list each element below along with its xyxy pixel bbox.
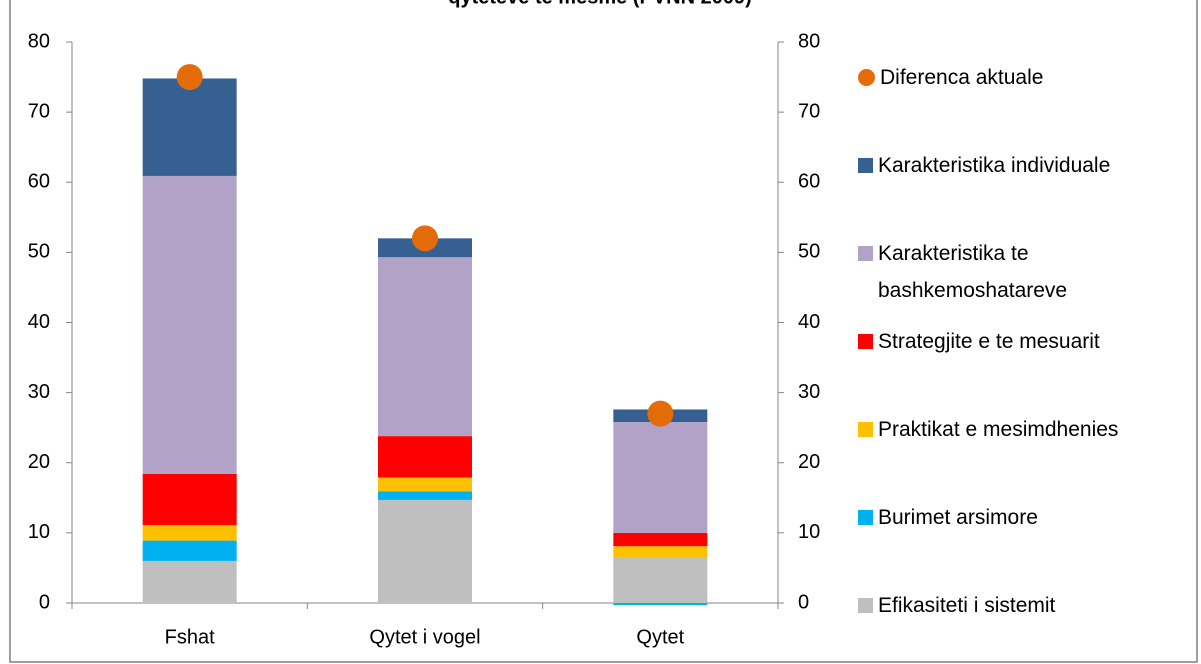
bar-segment: [142, 540, 237, 561]
bar-segment: [378, 499, 472, 603]
bar-segment: [613, 603, 708, 606]
bar-segment: [378, 477, 472, 492]
y-tick-label: 10: [28, 521, 50, 543]
bar-segment: [613, 546, 708, 558]
x-tick-label: Qytet: [636, 626, 684, 648]
y2-tick-label: 70: [798, 100, 820, 122]
legend-label: Diferenca aktuale: [880, 66, 1044, 89]
legend-item: Diferenca aktuale: [858, 59, 1188, 96]
bar-segment: [142, 175, 237, 474]
legend-swatch: [858, 246, 873, 261]
y-tick-label: 20: [28, 451, 50, 473]
bar-segment: [142, 525, 237, 541]
legend-item: Efikasiteti i sistemit: [858, 587, 1188, 624]
bar-segment: [613, 557, 708, 603]
y-tick-label: 70: [28, 100, 50, 122]
legend-swatch: [858, 69, 875, 86]
chart-title: qyteteve te mesme (PVNN 2009): [448, 0, 751, 8]
y2-tick-label: 10: [798, 521, 820, 543]
legend-label: Karakteristika individuale: [878, 154, 1111, 177]
y2-tick-label: 50: [798, 241, 820, 263]
bar-segment: [142, 473, 237, 526]
legend-item: Praktikat e mesimdhenies: [858, 411, 1188, 448]
y-tick-label: 40: [28, 311, 50, 333]
y2-tick-label: 80: [798, 30, 820, 52]
x-tick-label: Fshat: [165, 626, 215, 648]
legend-item: Karakteristika individuale: [858, 147, 1188, 184]
legend-swatch: [858, 510, 873, 525]
legend-label: Karakteristika te bashkemoshatareve: [878, 242, 1068, 302]
x-tick-label: Qytet i vogel: [369, 626, 480, 648]
legend-swatch: [858, 598, 873, 613]
legend-label: Efikasiteti i sistemit: [878, 594, 1056, 617]
y-tick-label: 60: [28, 171, 50, 193]
y-tick-label: 0: [39, 591, 50, 613]
marker: [176, 64, 203, 91]
y-tick-label: 30: [28, 381, 50, 403]
bar-segment: [378, 257, 472, 437]
legend-item: Burimet arsimore: [858, 499, 1188, 536]
y2-tick-label: 0: [798, 591, 809, 613]
bar-segment: [378, 436, 472, 478]
legend-label: Burimet arsimore: [878, 506, 1038, 529]
legend-item: Strategjite e te mesuarit: [858, 323, 1188, 360]
legend-swatch: [858, 334, 873, 349]
y-tick-label: 80: [28, 30, 50, 52]
legend-swatch: [858, 422, 873, 437]
y2-tick-label: 40: [798, 311, 820, 333]
bar-segment: [142, 560, 237, 603]
chart-frame: [9, 0, 1198, 663]
legend-label: Praktikat e mesimdhenies: [878, 418, 1119, 441]
y-tick-label: 50: [28, 241, 50, 263]
legend-label: Strategjite e te mesuarit: [878, 330, 1100, 353]
y2-tick-label: 20: [798, 451, 820, 473]
bar-segment: [613, 532, 708, 547]
bar-segment: [142, 78, 237, 176]
y2-tick-label: 60: [798, 171, 820, 193]
y2-tick-label: 30: [798, 381, 820, 403]
legend-item: Karakteristika te bashkemoshatareve: [858, 235, 1188, 309]
bar-segment: [378, 491, 472, 500]
marker: [412, 225, 438, 252]
marker: [647, 400, 674, 427]
bar-segment: [613, 422, 708, 533]
legend-swatch: [858, 158, 873, 173]
